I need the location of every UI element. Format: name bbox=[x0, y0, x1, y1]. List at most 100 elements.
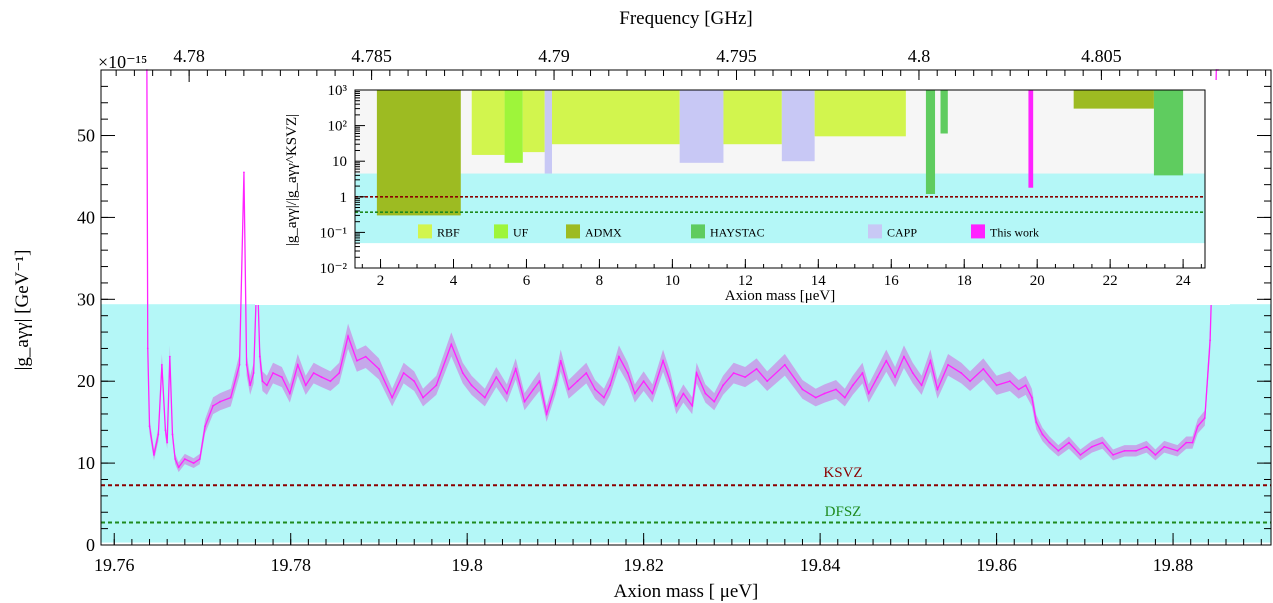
main-data-point bbox=[1123, 449, 1126, 452]
main-data-point bbox=[523, 400, 526, 403]
main-data-point bbox=[814, 396, 817, 399]
main-data-point bbox=[1030, 396, 1033, 399]
main-data-point bbox=[204, 425, 207, 428]
main-data-point bbox=[823, 392, 826, 395]
inset-x-tick-label: 16 bbox=[884, 273, 900, 289]
main-data-point bbox=[929, 359, 932, 362]
legend-label: UF bbox=[513, 225, 529, 239]
main-data-point bbox=[1057, 449, 1060, 452]
top-tick-label: 4.795 bbox=[716, 46, 757, 66]
main-data-point bbox=[567, 388, 570, 391]
main-data-point bbox=[1035, 421, 1038, 424]
main-data-point bbox=[903, 355, 905, 358]
main-data-point bbox=[618, 355, 620, 358]
main-plot-frame bbox=[100, 69, 1272, 546]
main-data-point bbox=[1191, 441, 1194, 444]
main-data-point bbox=[1048, 441, 1051, 444]
inset-y-tick-label: 10³ bbox=[328, 83, 348, 99]
y-tick-label: 50 bbox=[77, 126, 95, 146]
ksvz-label: KSVZ bbox=[823, 465, 862, 481]
inset-x-tick-label: 14 bbox=[811, 273, 827, 289]
legend-label: HAYSTAC bbox=[710, 225, 765, 239]
main-axis-ticks bbox=[101, 69, 1271, 546]
main-data-point bbox=[164, 429, 167, 432]
main-data-point bbox=[554, 384, 557, 387]
main-data-point bbox=[1203, 417, 1206, 419]
main-data-point bbox=[633, 392, 636, 395]
main-data-point bbox=[691, 404, 694, 407]
inset-x-tick-label: 10 bbox=[665, 273, 680, 289]
main-data-point bbox=[995, 384, 998, 387]
main-data-point bbox=[585, 372, 588, 374]
main-uncertainty-band bbox=[146, 70, 1219, 473]
top-tick-label: 4.785 bbox=[351, 46, 392, 66]
main-data-point bbox=[148, 425, 151, 428]
main-data-point bbox=[1017, 388, 1020, 391]
inset-region-rbf bbox=[471, 90, 505, 155]
main-data-point bbox=[675, 404, 678, 407]
y-tick-label: 10 bbox=[77, 453, 95, 473]
main-data-point bbox=[1008, 380, 1011, 383]
inset-legend: RBF UF ADMX HAYSTAC CAPP This work bbox=[418, 224, 1039, 239]
inset-reference-lines bbox=[355, 196, 1205, 213]
main-data-point bbox=[238, 363, 241, 366]
main-data-point bbox=[867, 392, 870, 395]
main-data-point bbox=[183, 458, 186, 460]
inset-y-tick-label: 10⁻² bbox=[320, 261, 348, 277]
main-data-point bbox=[843, 396, 846, 399]
main-data-point bbox=[1145, 445, 1148, 448]
inset-region-rbf bbox=[814, 90, 906, 137]
inset-y-tick-label: 10⁻¹ bbox=[320, 225, 347, 241]
top-tick-label: 4.8 bbox=[908, 46, 931, 66]
main-limit-series bbox=[145, 69, 1219, 473]
x-tick-label: 19.82 bbox=[623, 555, 664, 575]
main-data-point bbox=[243, 171, 245, 174]
main-data-point bbox=[732, 372, 735, 374]
main-data-point bbox=[296, 363, 299, 366]
main-data-point bbox=[1135, 449, 1137, 452]
y-tick-label: 40 bbox=[77, 207, 95, 227]
main-data-point bbox=[470, 384, 473, 387]
inset-y-axis-title: |g_aγγ|/|g_aγγ^KSVZ| bbox=[284, 114, 300, 246]
main-data-point bbox=[885, 359, 888, 362]
inset-region-haystac bbox=[940, 90, 948, 134]
main-data-point bbox=[911, 372, 914, 374]
main-data-point bbox=[402, 372, 405, 374]
main-data-point bbox=[559, 359, 562, 362]
inset-x-tick-label: 2 bbox=[377, 273, 385, 289]
main-data-point bbox=[495, 376, 498, 379]
y-axis-title: |g_aγγ| [GeV⁻¹] bbox=[12, 250, 33, 371]
main-data-point bbox=[894, 376, 897, 379]
inset-y-tick-label: 10 bbox=[332, 154, 347, 170]
main-data-point bbox=[722, 384, 724, 387]
inset-x-tick-label: 4 bbox=[450, 273, 458, 289]
top-tick-label: 4.805 bbox=[1081, 46, 1122, 66]
main-data-point bbox=[171, 433, 174, 436]
legend-swatch bbox=[418, 224, 432, 239]
main-data-point bbox=[669, 380, 672, 383]
main-data-point bbox=[766, 380, 769, 383]
main-data-point bbox=[651, 392, 654, 395]
main-data-point bbox=[920, 384, 923, 387]
main-data-point bbox=[682, 392, 685, 395]
main-data-point bbox=[576, 380, 579, 383]
main-data-point bbox=[861, 372, 864, 374]
inset-region-rbf bbox=[551, 90, 680, 145]
main-data-point bbox=[1163, 445, 1166, 448]
main-data-point bbox=[378, 368, 380, 370]
inset-region-haystac bbox=[925, 90, 936, 194]
main-data-point bbox=[835, 388, 837, 391]
legend-swatch bbox=[868, 224, 882, 239]
main-data-point bbox=[391, 396, 394, 399]
inset-x-tick-label: 20 bbox=[1030, 273, 1045, 289]
main-data-point bbox=[304, 384, 307, 387]
main-data-point bbox=[219, 400, 222, 403]
inset-region-capp bbox=[781, 90, 815, 162]
main-tick-labels: 19.76 19.78 19.8 19.82 19.84 19.86 19.88 0 10 20 3… bbox=[77, 46, 1193, 575]
main-data-point bbox=[157, 433, 160, 436]
inset-x-tick-label: 18 bbox=[957, 273, 972, 289]
main-data-point bbox=[609, 384, 612, 387]
legend-swatch bbox=[691, 224, 705, 239]
